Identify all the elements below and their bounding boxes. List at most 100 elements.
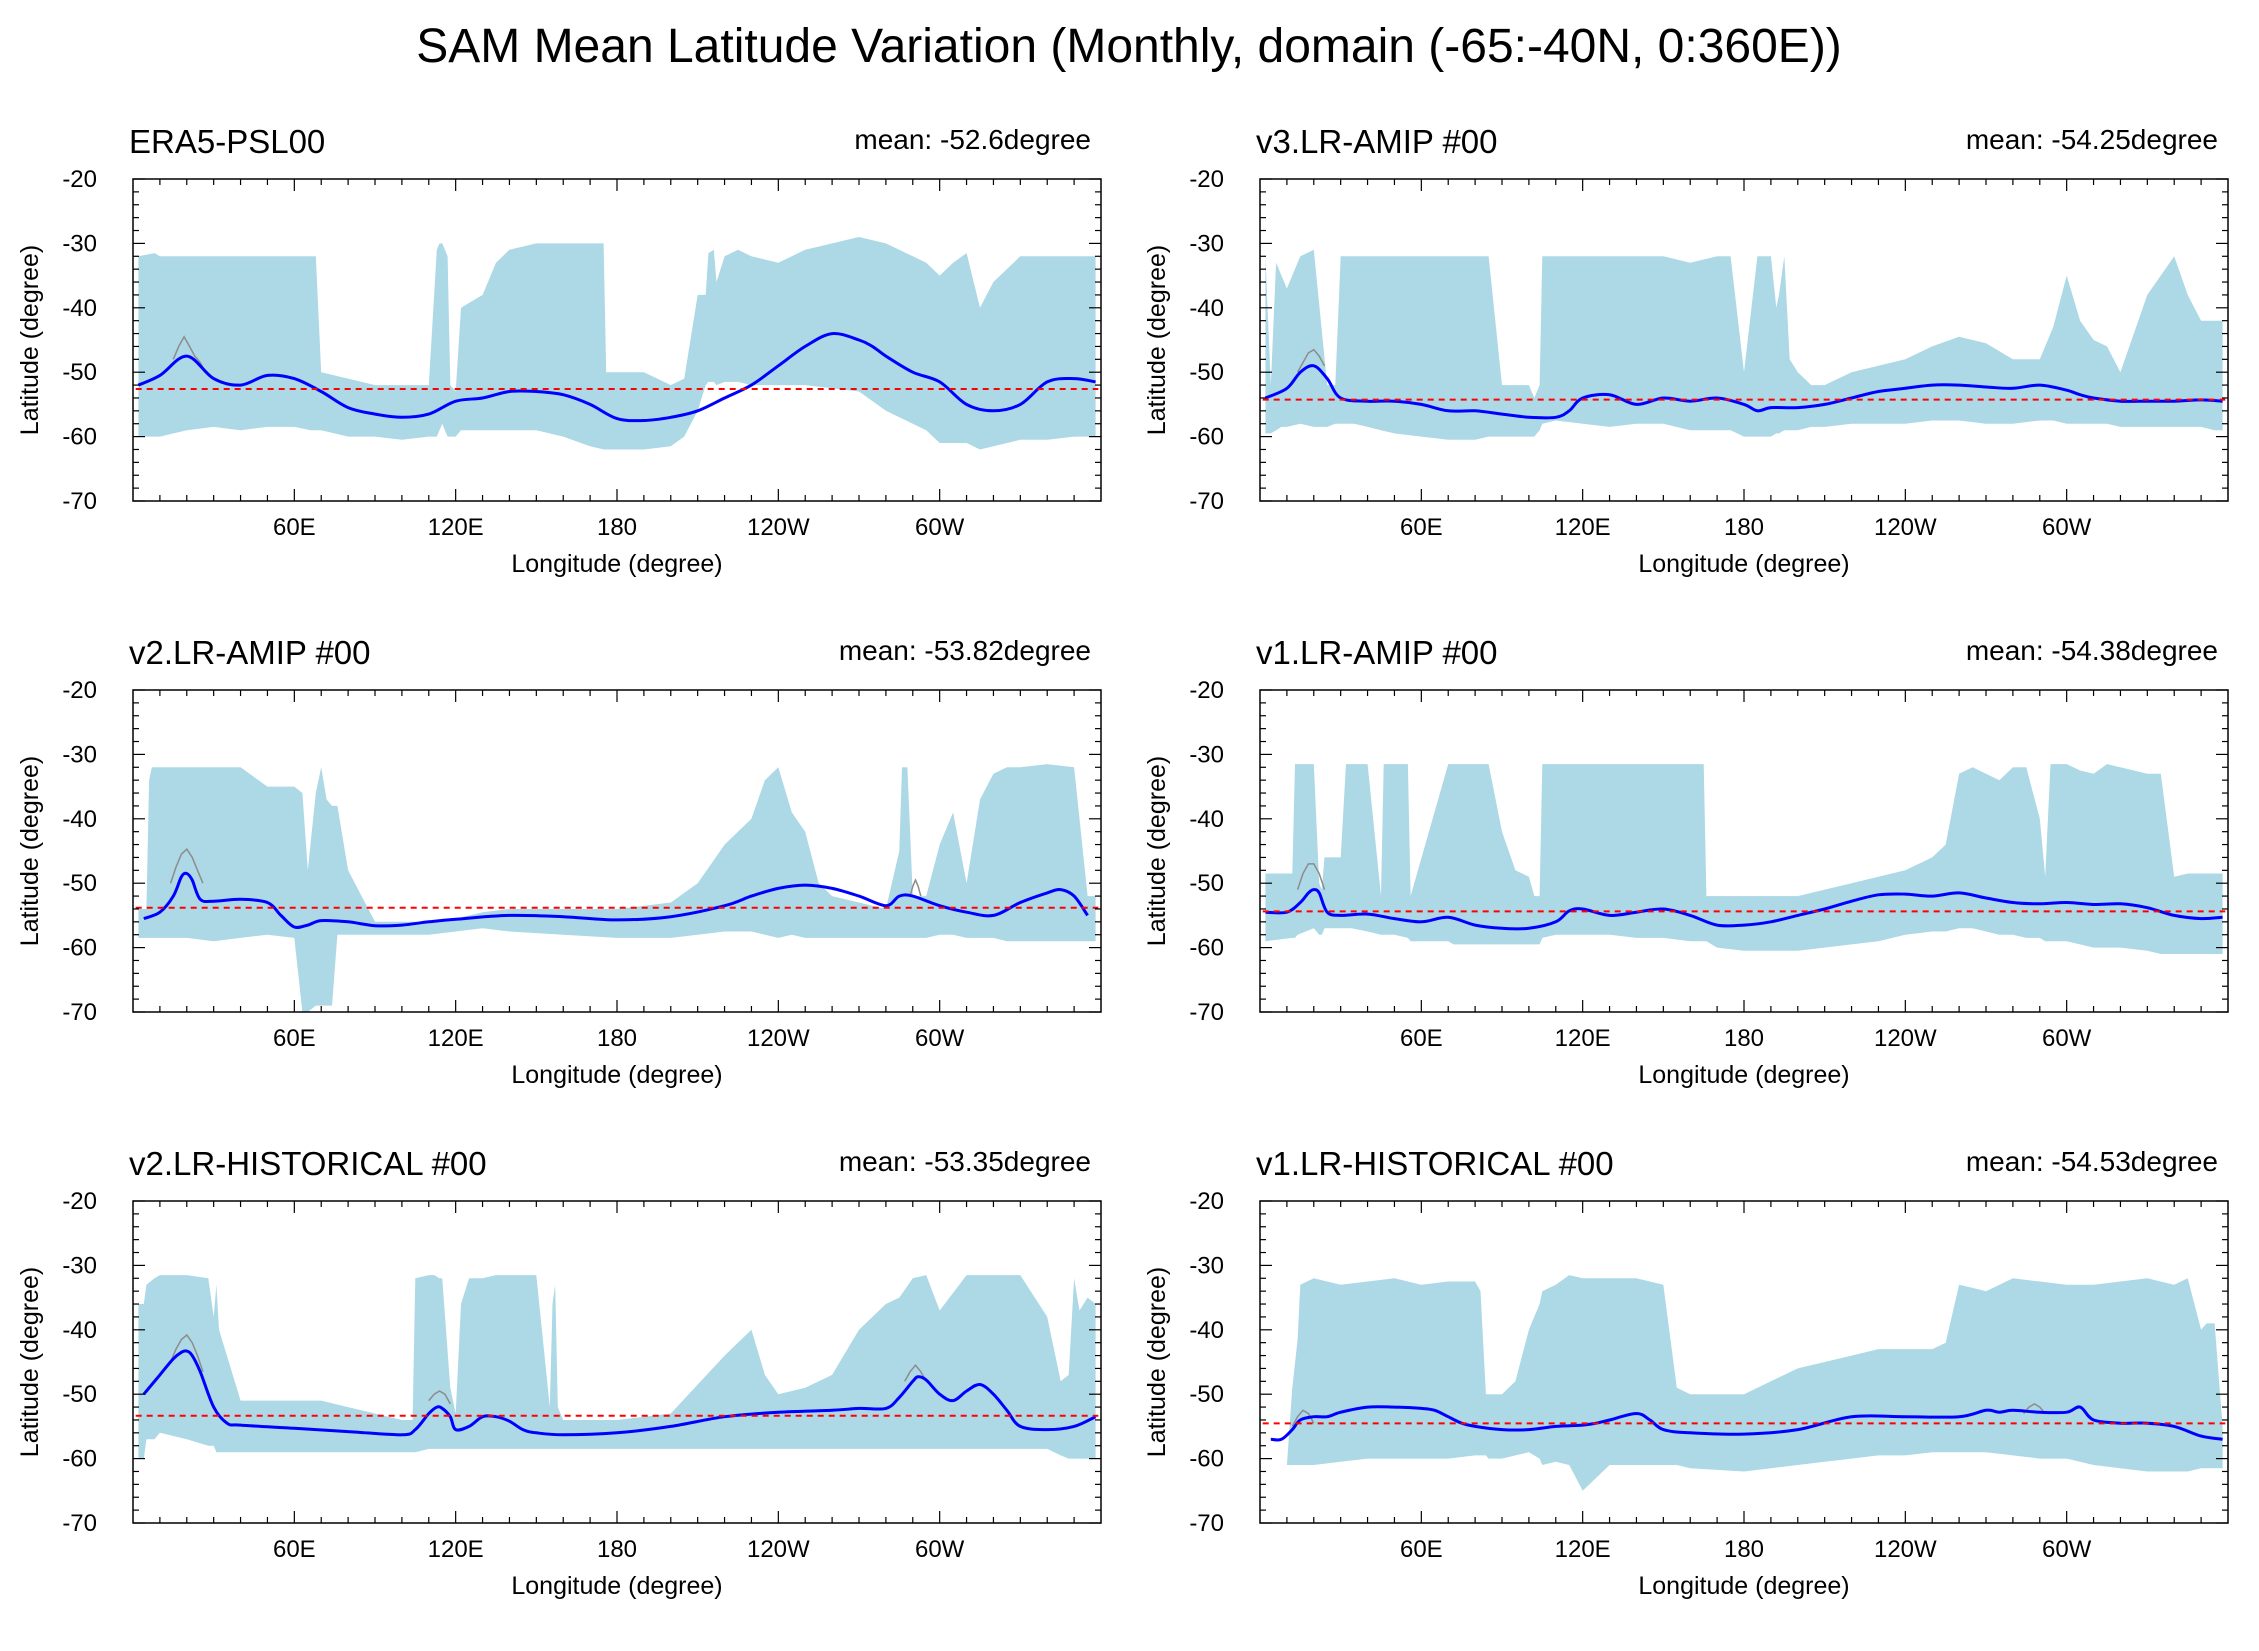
y-tick-label: -50 <box>62 359 97 386</box>
panel-mean-label: mean: -54.38degree <box>1966 635 2218 666</box>
y-tick-label: -60 <box>1189 424 1224 451</box>
y-tick-label: -30 <box>1189 741 1224 768</box>
y-tick-label: -30 <box>62 741 97 768</box>
x-tick-label: 60E <box>273 1536 316 1563</box>
spread-band <box>1265 249 2223 440</box>
x-axis-label: Longitude (degree) <box>1638 1061 1849 1089</box>
raw-mean-line <box>1296 863 1326 890</box>
smoothed-mean-line <box>1264 364 2223 420</box>
y-tick-label: -30 <box>1189 1252 1224 1279</box>
x-tick-label: 120E <box>428 514 484 541</box>
panel-title: v2.LR-HISTORICAL #00 <box>129 1145 487 1182</box>
x-tick-label: 120E <box>1555 1536 1611 1563</box>
x-axis-label: Longitude (degree) <box>511 1061 722 1089</box>
smoothed-mean-line <box>1265 888 2223 931</box>
raw-mean-line <box>169 847 204 884</box>
panel-title: v3.LR-AMIP #00 <box>1256 123 1498 160</box>
x-axis-label: Longitude (degree) <box>511 1572 722 1600</box>
panel-title: ERA5-PSL00 <box>129 123 325 160</box>
smoothed-mean-line <box>142 1349 1097 1437</box>
x-tick-label: 120W <box>747 514 810 541</box>
smoothed-mean-line <box>1270 1405 2223 1442</box>
chart-panel-6: -20 -30 -40 -50 -60 -70 60E 120E 180 120W 60W Longi… <box>1143 1145 2229 1600</box>
x-tick-label: 180 <box>597 1536 637 1563</box>
x-tick-label: 180 <box>597 514 637 541</box>
y-tick-label: -30 <box>1189 230 1224 257</box>
raw-mean-line <box>2023 1403 2046 1414</box>
x-tick-label: 120E <box>428 1536 484 1563</box>
chart-panel-5: -20 -30 -40 -50 -60 -70 60E 120E 180 120W 60W Longi… <box>16 1145 1102 1600</box>
y-tick-label: -60 <box>1189 935 1224 962</box>
y-axis-label: Latitude (degree) <box>16 756 44 946</box>
x-tick-label: 180 <box>1724 1536 1764 1563</box>
x-tick-label: 180 <box>597 1025 637 1052</box>
y-tick-label: -60 <box>62 1446 97 1473</box>
y-tick-label: -40 <box>1189 806 1224 833</box>
y-tick-label: -20 <box>1189 1188 1224 1215</box>
y-tick-label: -70 <box>62 999 97 1026</box>
chart-panel-3: -20 -30 -40 -50 -60 -70 60E 120E 180 120W 60W Longi… <box>16 634 1102 1089</box>
y-axis-label: Latitude (degree) <box>1143 1267 1171 1457</box>
y-tick-label: -20 <box>62 166 97 193</box>
y-tick-label: -40 <box>1189 295 1224 322</box>
x-axis-label: Longitude (degree) <box>511 550 722 578</box>
figure-title: SAM Mean Latitude Variation (Monthly, do… <box>416 20 1842 73</box>
panel-mean-label: mean: -53.82degree <box>839 635 1091 666</box>
x-tick-label: 60E <box>1400 1536 1443 1563</box>
raw-mean-line <box>904 1364 927 1382</box>
y-tick-label: -50 <box>62 870 97 897</box>
y-tick-label: -60 <box>1189 1446 1224 1473</box>
y-tick-label: -40 <box>62 295 97 322</box>
y-tick-label: -20 <box>1189 677 1224 704</box>
x-tick-label: 180 <box>1724 1025 1764 1052</box>
y-tick-label: -30 <box>62 1252 97 1279</box>
x-tick-label: 120W <box>1874 1025 1937 1052</box>
y-tick-label: -60 <box>62 935 97 962</box>
x-axis-label: Longitude (degree) <box>1638 1572 1849 1600</box>
raw-mean-line <box>1296 348 1326 373</box>
y-tick-label: -20 <box>62 677 97 704</box>
spread-band <box>138 237 1096 450</box>
panel-mean-label: mean: -54.53degree <box>1966 1146 2218 1177</box>
y-tick-label: -60 <box>62 424 97 451</box>
smoothed-mean-line <box>137 331 1096 423</box>
x-tick-label: 120E <box>428 1025 484 1052</box>
x-tick-label: 60E <box>1400 1025 1443 1052</box>
y-tick-label: -50 <box>1189 870 1224 897</box>
x-tick-label: 120W <box>1874 514 1937 541</box>
raw-mean-line <box>169 1333 204 1372</box>
x-tick-label: 60E <box>273 514 316 541</box>
panel-title: v2.LR-AMIP #00 <box>129 634 371 671</box>
x-tick-label: 60W <box>915 1536 965 1563</box>
panel-mean-label: mean: -54.25degree <box>1966 124 2218 155</box>
y-tick-label: -50 <box>1189 1381 1224 1408</box>
y-tick-label: -70 <box>1189 1510 1224 1537</box>
y-tick-label: -50 <box>62 1381 97 1408</box>
spread-band <box>1265 1275 2223 1491</box>
spread-band <box>138 764 1096 1012</box>
x-tick-label: 60E <box>1400 514 1443 541</box>
spread-band <box>1265 764 2223 954</box>
y-tick-label: -50 <box>1189 359 1224 386</box>
x-tick-label: 60E <box>273 1025 316 1052</box>
x-tick-label: 120E <box>1555 1025 1611 1052</box>
chart-panel-4: -20 -30 -40 -50 -60 -70 60E 120E 180 120W 60W Longi… <box>1143 634 2229 1089</box>
raw-mean-line <box>428 1390 451 1405</box>
raw-mean-line <box>909 878 922 897</box>
y-axis-label: Latitude (degree) <box>1143 245 1171 435</box>
chart-panel-1: -20 -30 -40 -50 -60 -70 60E 120E 180 120W 60W Longi… <box>16 123 1102 578</box>
y-axis-label: Latitude (degree) <box>16 245 44 435</box>
y-tick-label: -70 <box>62 488 97 515</box>
y-tick-label: -40 <box>62 1317 97 1344</box>
smoothed-mean-line <box>143 871 1089 930</box>
y-tick-label: -70 <box>62 1510 97 1537</box>
chart-panel-2: -20 -30 -40 -50 -60 -70 60E 120E 180 120W 60W Longi… <box>1143 123 2229 578</box>
x-tick-label: 180 <box>1724 514 1764 541</box>
x-tick-label: 60W <box>2042 1025 2092 1052</box>
panel-title: v1.LR-AMIP #00 <box>1256 634 1498 671</box>
y-axis-label: Latitude (degree) <box>1143 756 1171 946</box>
x-tick-label: 60W <box>915 514 965 541</box>
x-tick-label: 60W <box>2042 514 2092 541</box>
x-tick-label: 120W <box>747 1025 810 1052</box>
